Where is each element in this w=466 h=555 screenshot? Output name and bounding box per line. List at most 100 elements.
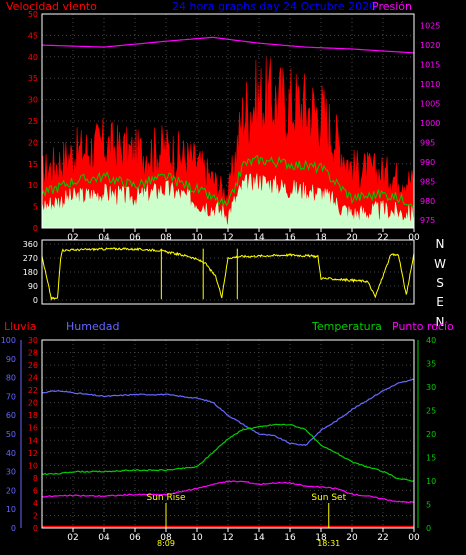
direction-ytick-label: 180 — [23, 268, 38, 277]
wind-xtick-label: 10 — [191, 233, 203, 243]
temp-xtick-label: 14 — [253, 533, 265, 543]
humidity-series — [41, 378, 415, 446]
direction-ytick-label: 0 — [33, 296, 38, 305]
wind-ytick-label: 35 — [28, 74, 38, 83]
wind-xtick-label: 08 — [160, 233, 172, 243]
humidity-ytick-label: 50 — [6, 430, 16, 439]
compass-label: N — [436, 315, 445, 329]
wind-ytick-label: 10 — [28, 181, 38, 190]
rain-ytick-label: 12 — [28, 449, 38, 458]
sunset-time: 18:31 — [317, 539, 340, 548]
temperature-ytick-label: 30 — [426, 383, 436, 392]
humidity-label: Humedad — [66, 320, 119, 333]
rain-ytick-label: 28 — [28, 349, 38, 358]
temp-xtick-label: 16 — [284, 533, 296, 543]
temp-xtick-label: 06 — [129, 533, 141, 543]
rain-ytick-label: 30 — [28, 336, 38, 345]
average-wind-series — [41, 154, 415, 208]
pressure-ytick-label: 990 — [420, 158, 435, 167]
wind-ytick-label: 25 — [28, 117, 38, 126]
rain-ytick-label: 22 — [28, 386, 38, 395]
sunrise-time: 8:09 — [157, 539, 175, 548]
humidity-ytick-label: 60 — [6, 411, 16, 420]
direction-ytick-label: 90 — [28, 282, 38, 291]
dewpoint-label: Punto rocío — [392, 320, 454, 333]
temp-xtick-label: 22 — [377, 533, 388, 543]
rain-ytick-label: 24 — [28, 374, 38, 383]
rain-ytick-label: 20 — [28, 399, 38, 408]
wind-ytick-label: 45 — [28, 31, 38, 40]
pressure-ytick-label: 980 — [420, 197, 435, 206]
pressure-label: Presión — [372, 0, 412, 13]
humidity-ytick-label: 20 — [6, 486, 16, 495]
dewpoint-series — [41, 480, 414, 504]
direction-ytick-label: 270 — [23, 254, 38, 263]
temperature-ytick-label: 25 — [426, 407, 436, 416]
wind-ytick-label: 5 — [33, 203, 38, 212]
humidity-ytick-label: 10 — [6, 505, 16, 514]
temp-series: Sun Rise 8:09 Sun Set 18:31 — [41, 378, 415, 548]
humidity-ytick-label: 0 — [11, 524, 16, 533]
wind-xtick-label: 18 — [315, 233, 327, 243]
compass-label: W — [434, 257, 446, 271]
pressure-ytick-label: 1020 — [420, 41, 440, 50]
temp-humidity-panel: Lluvia Humedad Temperatura Punto rocío S… — [1, 320, 454, 548]
wind-xtick-label: 20 — [346, 233, 358, 243]
wind-axes: 0510152025303540455097598098599099510001… — [28, 10, 441, 243]
rain-ytick-label: 8 — [33, 474, 38, 483]
temperature-ytick-label: 15 — [426, 454, 436, 463]
wind-series — [41, 36, 415, 229]
temp-xtick-label: 02 — [67, 533, 78, 543]
compass-label: S — [436, 276, 444, 290]
humidity-ytick-label: 90 — [6, 355, 16, 364]
pressure-ytick-label: 975 — [420, 216, 435, 225]
temperature-ytick-label: 35 — [426, 360, 436, 369]
pressure-ytick-label: 1000 — [420, 119, 440, 128]
sunset-label: Sun Set — [311, 493, 346, 503]
temperature-ytick-label: 20 — [426, 430, 436, 439]
wind-ytick-label: 0 — [33, 224, 38, 233]
wind-xtick-label: 14 — [253, 233, 265, 243]
rain-ytick-label: 10 — [28, 461, 38, 470]
temperature-ytick-label: 5 — [426, 501, 431, 510]
temp-xtick-label: 10 — [191, 533, 203, 543]
wind-pressure-panel: Velocidad viento 24 hora graphs day 24 O… — [6, 0, 440, 243]
temperature-ytick-label: 10 — [426, 477, 436, 486]
wind-xtick-label: 16 — [284, 233, 296, 243]
pressure-series — [41, 36, 415, 54]
temp-xtick-label: 08 — [160, 533, 172, 543]
pressure-ytick-label: 1010 — [420, 80, 440, 89]
temperature-series — [41, 423, 415, 482]
temperature-ytick-label: 40 — [426, 336, 436, 345]
rain-ytick-label: 4 — [33, 499, 38, 508]
wind-ytick-label: 40 — [28, 53, 38, 62]
rain-ytick-label: 18 — [28, 411, 38, 420]
wind-xtick-label: 00 — [408, 233, 420, 243]
temp-xtick-label: 12 — [222, 533, 233, 543]
temp-xtick-label: 20 — [346, 533, 358, 543]
temp-xtick-label: 04 — [98, 533, 110, 543]
pressure-ytick-label: 1015 — [420, 61, 440, 70]
wind-xtick-label: 04 — [98, 233, 110, 243]
wind-xtick-label: 06 — [129, 233, 141, 243]
wind-ytick-label: 15 — [28, 160, 38, 169]
wind-xtick-label: 22 — [377, 233, 388, 243]
sunrise-label: Sun Rise — [147, 493, 186, 503]
wind-xtick-label: 02 — [67, 233, 78, 243]
wind-speed-label: Velocidad viento — [6, 0, 97, 13]
chart-title: 24 hora graphs day 24 Octubre 2020 — [172, 0, 376, 13]
temperature-label: Temperatura — [311, 320, 382, 333]
wind-xtick-label: 12 — [222, 233, 233, 243]
rain-ytick-label: 2 — [33, 511, 38, 520]
compass-label: E — [436, 295, 444, 309]
temp-xtick-label: 00 — [408, 533, 420, 543]
wind-ytick-label: 30 — [28, 96, 38, 105]
rain-ytick-label: 26 — [28, 361, 38, 370]
rain-ytick-label: 0 — [33, 524, 38, 533]
wind-ytick-label: 20 — [28, 138, 38, 147]
rain-ytick-label: 6 — [33, 486, 38, 495]
temp-axes: 0102030405060708090100024681012141618202… — [1, 336, 436, 543]
pressure-ytick-label: 1025 — [420, 22, 440, 31]
direction-frame — [41, 239, 415, 305]
